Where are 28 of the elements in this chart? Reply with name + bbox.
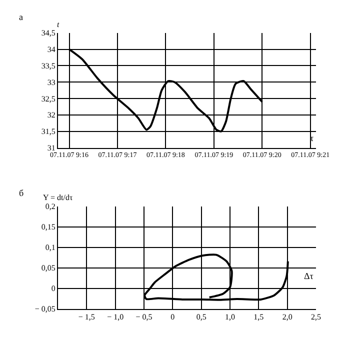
- x-tick-label: 0,5: [196, 312, 206, 322]
- x-tick-label: − 0,5: [136, 312, 152, 322]
- y-tick-label: 34,5: [41, 28, 56, 38]
- x-tick-label: 1,5: [254, 312, 264, 322]
- y-tick-label: 32: [47, 110, 56, 120]
- y-tick-label: 0,2: [45, 202, 56, 212]
- y-axis-title: Y = dt/dτ: [43, 193, 74, 202]
- y-tick-label: 32,5: [41, 94, 56, 104]
- y-tick-label: 33: [47, 78, 56, 87]
- y-tick-label: 0,05: [41, 264, 56, 273]
- y-tick-label: 0: [51, 284, 56, 294]
- x-tick-label: 0: [170, 312, 175, 322]
- x-tick-label: − 1,5: [78, 312, 95, 322]
- x-axis-title: Δτ: [304, 271, 314, 281]
- x-tick-label: 2,0: [282, 312, 292, 322]
- y-axis-title: t: [57, 20, 60, 29]
- chart-title: а: [19, 12, 23, 22]
- x-tick-label: − 1,0: [107, 312, 124, 322]
- x-tick-label: 1,0: [225, 312, 235, 322]
- y-tick-label: 31,5: [41, 127, 56, 136]
- y-tick-label: − 0,05: [34, 304, 56, 314]
- y-tick-label: 31: [47, 144, 56, 153]
- y-tick-label: 33,5: [41, 61, 56, 70]
- x-tick-label: 2,5: [311, 312, 321, 322]
- y-tick-label: 34: [47, 45, 56, 54]
- y-tick-label: 0,1: [45, 243, 56, 252]
- chart-title: б: [19, 188, 24, 198]
- y-tick-label: 0,15: [41, 222, 56, 232]
